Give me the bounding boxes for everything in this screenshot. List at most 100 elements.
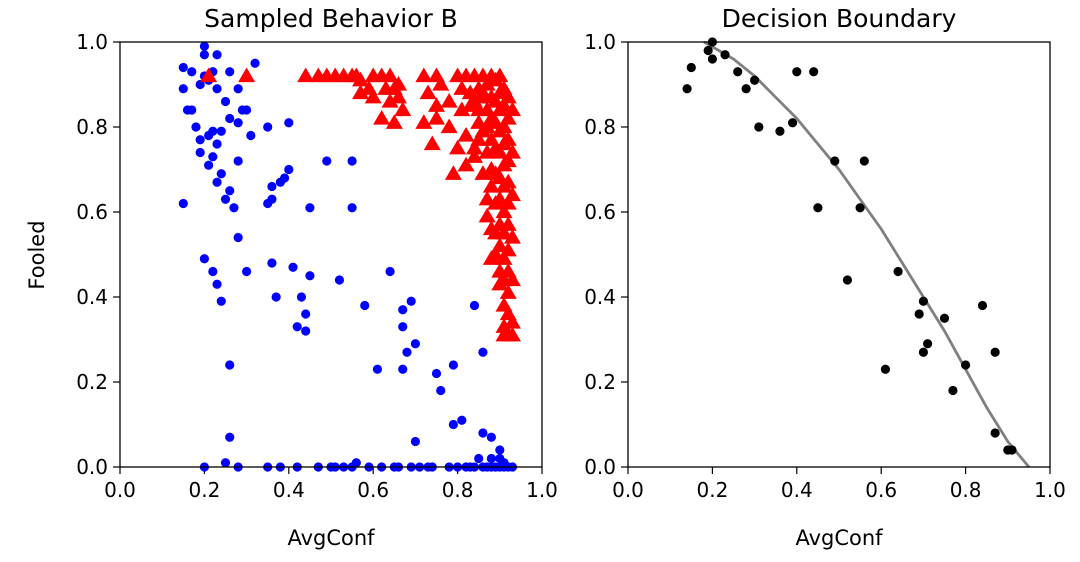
data-point bbox=[187, 67, 197, 77]
data-point-triangle bbox=[381, 67, 399, 83]
data-point bbox=[914, 309, 924, 319]
data-point bbox=[398, 322, 408, 332]
data-point-triangle bbox=[491, 190, 509, 206]
plot-frame bbox=[119, 41, 543, 468]
data-point bbox=[216, 126, 226, 136]
data-point bbox=[990, 428, 1000, 438]
data-point bbox=[242, 266, 252, 277]
data-point bbox=[225, 360, 235, 370]
data-point-triangle bbox=[499, 241, 517, 257]
data-point-triangle bbox=[495, 224, 513, 240]
data-point-triangle bbox=[457, 127, 475, 142]
data-point-triangle bbox=[419, 84, 437, 100]
data-point bbox=[216, 296, 226, 306]
data-point bbox=[199, 41, 209, 51]
y-tick-label: 0.2 bbox=[584, 370, 616, 394]
data-point bbox=[402, 347, 412, 357]
data-point bbox=[1007, 445, 1017, 455]
data-point bbox=[195, 147, 205, 158]
data-point bbox=[322, 156, 332, 166]
data-point bbox=[267, 194, 277, 204]
data-point bbox=[478, 347, 488, 357]
data-point-triangle bbox=[373, 110, 391, 125]
data-point-triangle bbox=[495, 97, 513, 112]
x-tick-label: 0.8 bbox=[442, 478, 474, 502]
data-point-triangle bbox=[503, 229, 521, 244]
data-point bbox=[754, 122, 764, 132]
data-point-triangle bbox=[474, 84, 492, 100]
data-point-triangle bbox=[200, 67, 218, 83]
data-point bbox=[271, 292, 281, 302]
data-point bbox=[842, 275, 853, 285]
x-tick-label: 0.4 bbox=[273, 478, 305, 502]
data-point bbox=[406, 296, 416, 306]
data-point bbox=[187, 105, 197, 115]
data-point bbox=[242, 105, 252, 115]
data-point bbox=[977, 300, 988, 311]
data-point-triangle bbox=[390, 88, 408, 104]
data-point-triangle bbox=[491, 144, 509, 159]
data-point bbox=[178, 84, 188, 94]
y-tick-label: 0.6 bbox=[584, 200, 616, 224]
data-point-triangle bbox=[503, 101, 521, 117]
data-point bbox=[703, 45, 713, 56]
data-point-triangle bbox=[499, 195, 517, 210]
y-tick-label: 0.0 bbox=[76, 455, 108, 479]
data-point bbox=[431, 368, 442, 379]
data-point bbox=[208, 126, 218, 136]
plot-marks bbox=[682, 37, 1030, 468]
data-point bbox=[292, 322, 302, 332]
data-point-triangle bbox=[444, 165, 462, 180]
axis-ticks: 0.0 0.2 0.4 0.6 0.8 1.0 0.0 0.2 0.4 0.6 0.8 1.0 bbox=[584, 30, 1066, 502]
data-point-triangle bbox=[487, 246, 505, 261]
data-point bbox=[448, 419, 458, 430]
data-point-triangle bbox=[478, 118, 496, 134]
data-point bbox=[741, 84, 751, 94]
data-point-triangle bbox=[499, 88, 517, 104]
data-point bbox=[398, 364, 408, 374]
decision-boundary-line bbox=[703, 40, 1030, 468]
data-point bbox=[229, 203, 239, 213]
data-point-triangle bbox=[495, 118, 513, 134]
x-tick-label: 0.2 bbox=[188, 478, 220, 502]
data-point bbox=[301, 326, 311, 336]
data-point-triangle bbox=[432, 76, 450, 91]
data-point bbox=[334, 275, 345, 285]
data-point bbox=[212, 279, 222, 289]
data-point bbox=[469, 300, 480, 311]
data-point bbox=[267, 258, 277, 268]
data-point bbox=[775, 126, 785, 136]
data-point bbox=[495, 445, 505, 455]
data-point bbox=[813, 203, 823, 213]
data-point bbox=[233, 84, 243, 94]
y-tick-label: 0.0 bbox=[584, 455, 616, 479]
data-point bbox=[178, 198, 188, 209]
data-point bbox=[195, 79, 205, 90]
data-point bbox=[225, 432, 235, 442]
data-point bbox=[990, 347, 1000, 357]
data-point-triangle bbox=[453, 80, 471, 95]
data-point-triangle bbox=[478, 144, 496, 159]
data-point bbox=[398, 305, 408, 315]
data-point-triangle bbox=[478, 76, 496, 91]
data-point bbox=[918, 347, 929, 357]
data-point-triangle bbox=[499, 284, 517, 299]
data-point-triangle bbox=[423, 135, 441, 151]
data-point-triangle bbox=[499, 110, 517, 125]
data-point bbox=[830, 156, 840, 166]
data-point bbox=[212, 139, 222, 149]
data-point bbox=[347, 156, 357, 166]
plot-frame bbox=[627, 41, 1051, 468]
data-point-triangle bbox=[499, 131, 517, 146]
data-point bbox=[855, 203, 865, 213]
data-point-triangle bbox=[470, 131, 488, 146]
data-point bbox=[347, 203, 357, 213]
chart-title: Sampled Behavior B bbox=[204, 4, 458, 33]
data-point bbox=[733, 67, 743, 77]
data-point bbox=[923, 339, 933, 349]
data-point bbox=[233, 118, 243, 128]
data-point-triangle bbox=[491, 237, 509, 253]
data-point-triangle bbox=[499, 173, 517, 189]
data-point-triangle bbox=[453, 101, 471, 117]
data-point bbox=[233, 156, 243, 166]
